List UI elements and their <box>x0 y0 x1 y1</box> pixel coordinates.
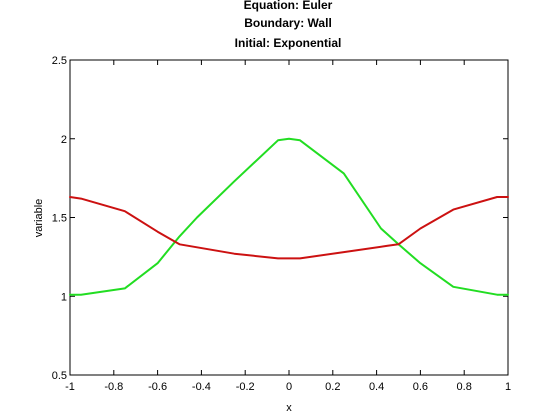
x-tick-label: -0.6 <box>148 381 167 393</box>
x-tick-label: -0.4 <box>192 381 211 393</box>
x-axis-label: x <box>286 402 292 414</box>
series-line-2 <box>69 196 509 260</box>
y-tick-label: 1.5 <box>52 213 67 225</box>
y-tick-label: 2.5 <box>52 55 67 67</box>
x-tick-label: 1 <box>505 381 511 393</box>
y-tick-label: 1 <box>61 291 67 303</box>
x-tick-label: -1 <box>65 381 75 393</box>
y-tick-label: 2 <box>61 134 67 146</box>
x-tick-label: 0.6 <box>413 381 428 393</box>
y-tick-label: 0.5 <box>52 370 67 382</box>
series-line-1 <box>69 137 509 296</box>
x-tick-label: -0.2 <box>236 381 255 393</box>
chart-title-line-3: Initial: Exponential <box>235 36 342 50</box>
x-tick-label: -0.8 <box>104 381 123 393</box>
x-tick-label: 0 <box>286 381 292 393</box>
chart-title-line-1: Equation: Euler <box>244 0 333 12</box>
x-tick-label: 0.4 <box>369 381 384 393</box>
x-tick-label: 0.8 <box>457 381 472 393</box>
x-tick-label: 0.2 <box>325 381 340 393</box>
series-layer <box>69 137 509 296</box>
axis-ticks: -1 -0.8 -0.6 -0.4 -0.2 0 0.2 0.4 0.6 0.8 1 0.5 1 1.5 2… <box>52 55 511 393</box>
chart-title-line-2: Boundary: Wall <box>244 16 332 30</box>
y-axis-label: variable <box>33 199 45 238</box>
plot-area-frame <box>69 59 509 376</box>
